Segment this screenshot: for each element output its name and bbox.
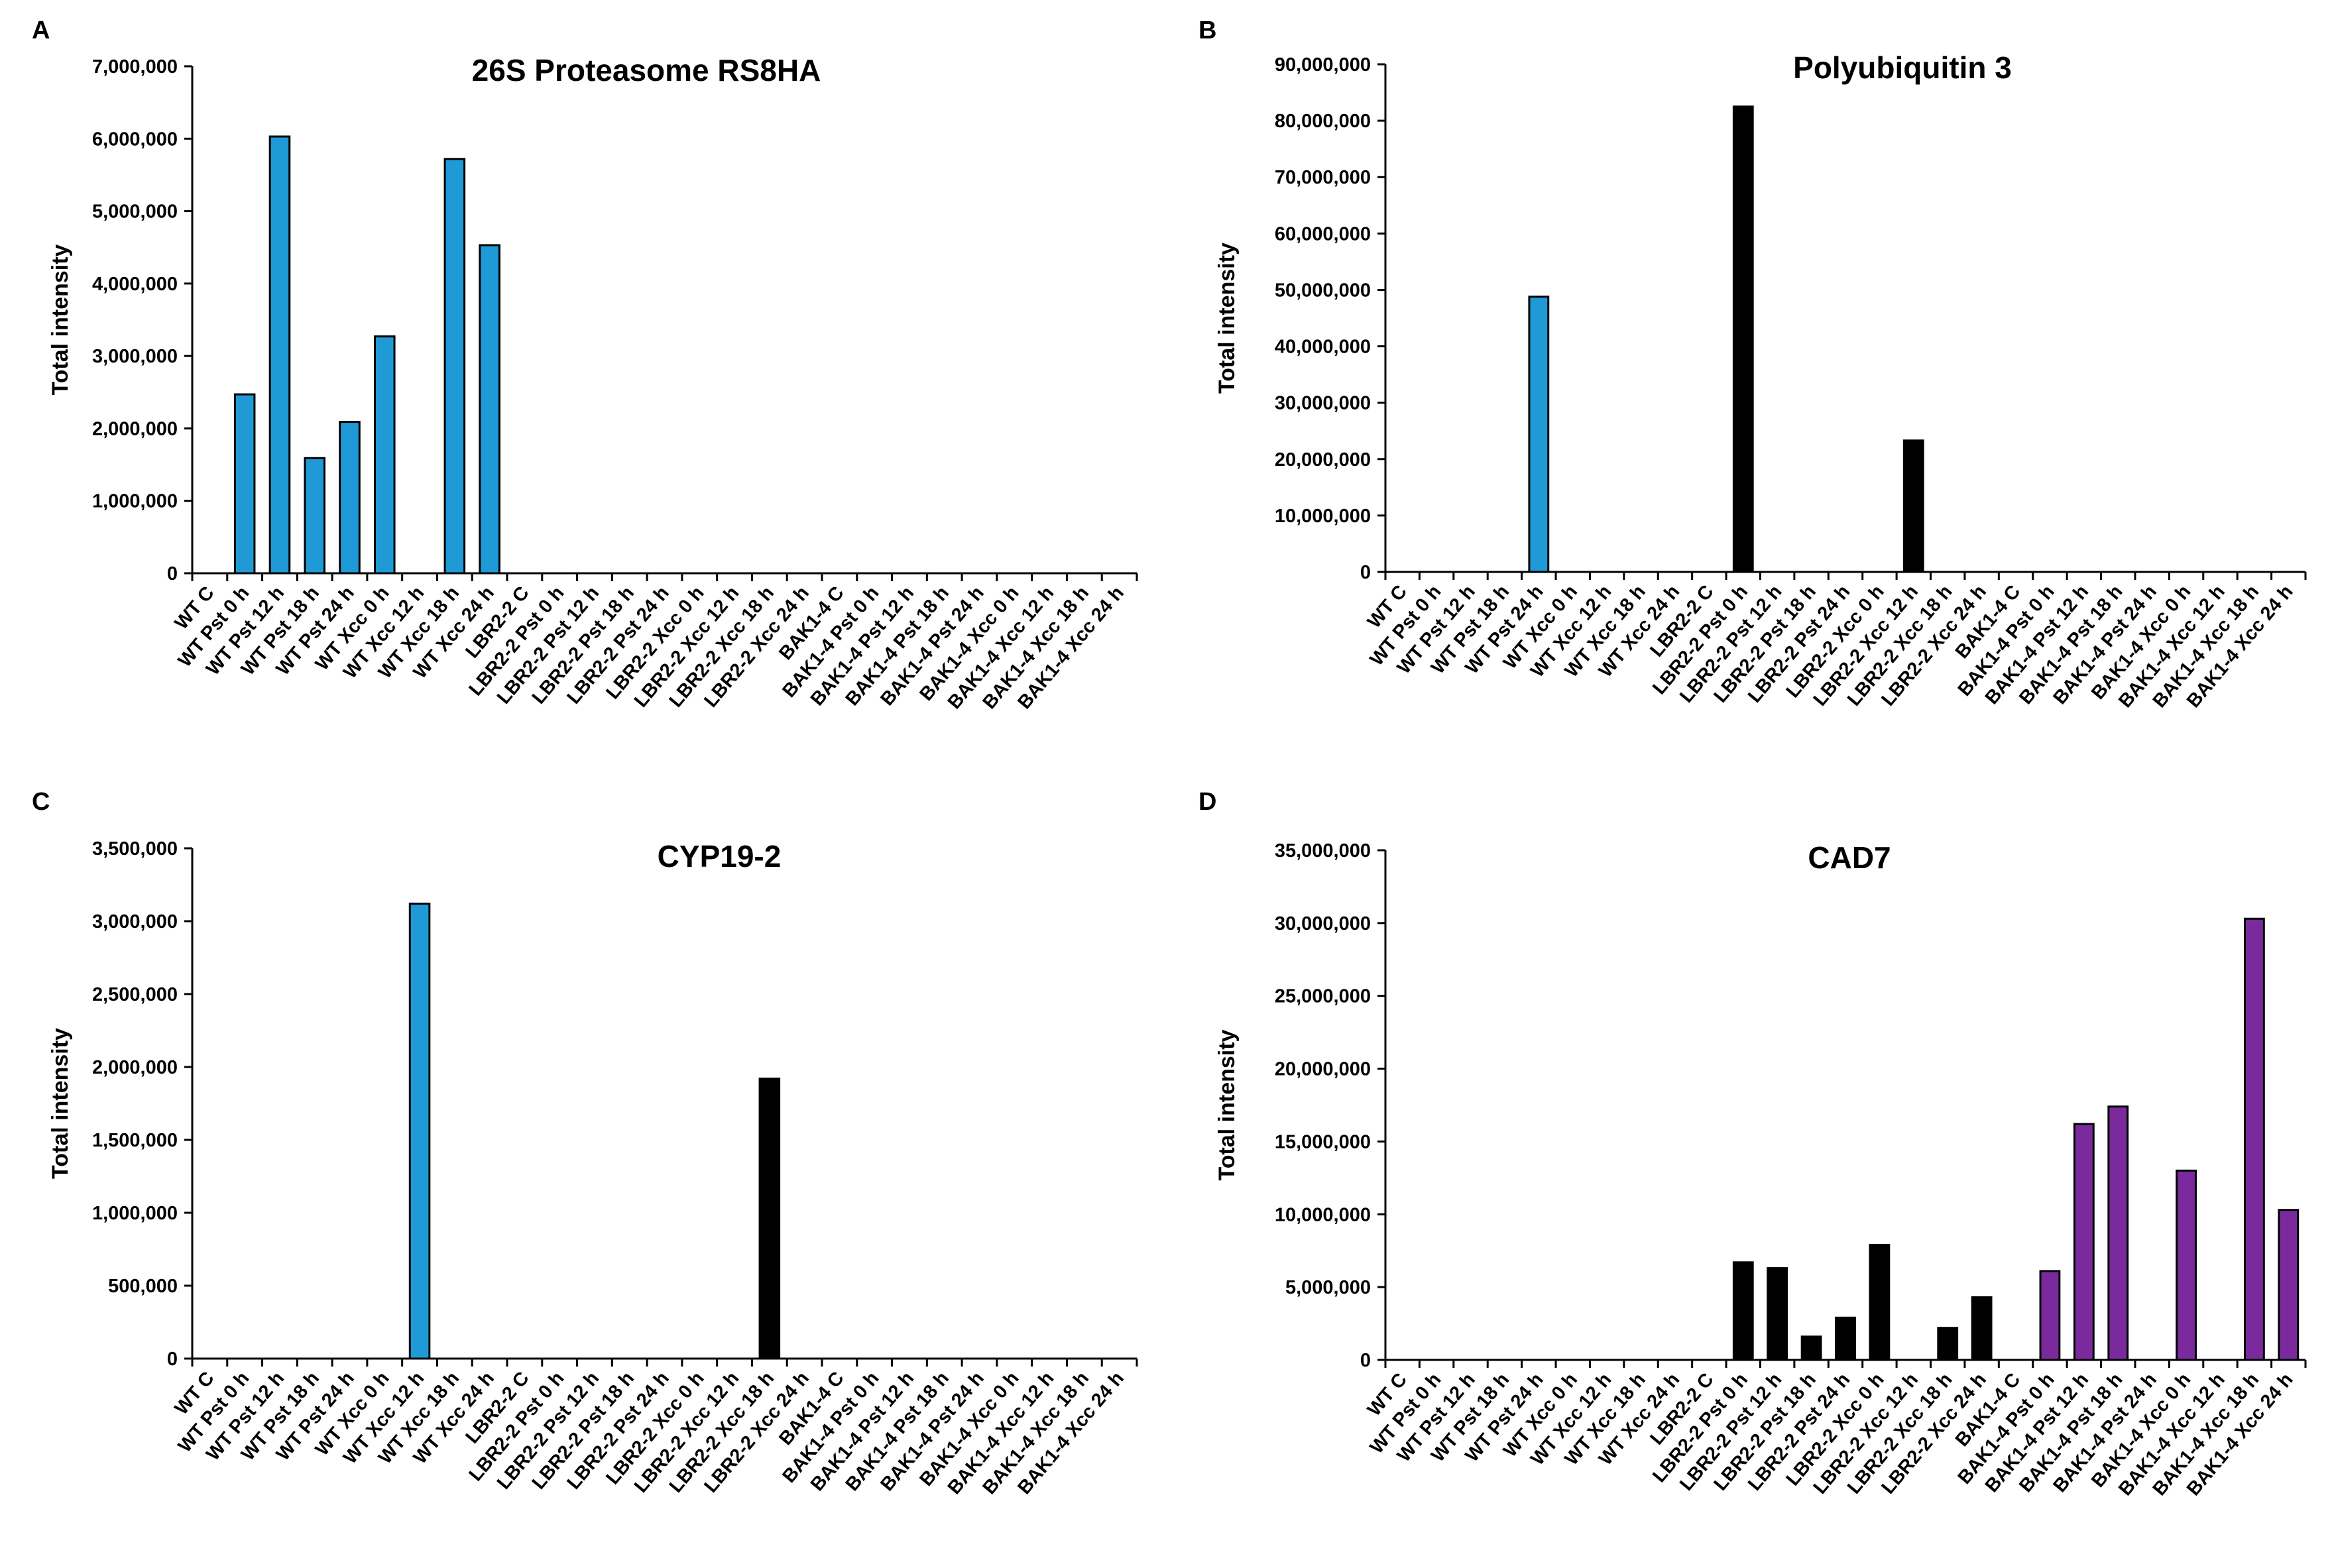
panel-d-bar	[1732, 1261, 1754, 1361]
panel-b-ytick-label: 40,000,000	[1275, 337, 1371, 358]
panel-d-bar	[1767, 1267, 1788, 1361]
panel-a-ytick-label: 5,000,000	[92, 201, 178, 223]
panel-c-title: CYP19-2	[658, 839, 782, 873]
panel-d-bar	[1937, 1327, 1959, 1361]
panel-b-ytick-label: 30,000,000	[1275, 393, 1371, 414]
panel-c-ytick-label: 500,000	[108, 1276, 178, 1297]
panel-d-bar	[2039, 1270, 2061, 1361]
panel-a-bar	[339, 421, 361, 575]
panel-c-ytick-label: 3,500,000	[92, 838, 178, 860]
panel-a-ytick-label: 1,000,000	[92, 491, 178, 512]
panel-a: A 26S Proteasome RS8HA 0 1,000,000 2,000,000…	[32, 17, 1138, 713]
panel-b-letter: B	[1198, 17, 1216, 44]
panel-d-ytick-label: 35,000,000	[1275, 840, 1371, 862]
panel-b-ytick-label: 20,000,000	[1275, 449, 1371, 471]
panel-d-ytick-label: 5,000,000	[1285, 1277, 1371, 1298]
panel-c-ytick-label: 2,500,000	[92, 984, 178, 1005]
panel-d-bar	[1971, 1296, 1993, 1361]
panel-a-bar	[233, 393, 256, 575]
panel-a-ytick-label: 0	[167, 563, 178, 585]
panel-d-bar	[2278, 1209, 2300, 1361]
panel-c-ytick-label: 2,000,000	[92, 1057, 178, 1078]
panel-d-ytick-label: 15,000,000	[1275, 1131, 1371, 1152]
panel-b-ytick-label: 10,000,000	[1275, 506, 1371, 527]
panel-a-ytick-label: 2,000,000	[92, 418, 178, 439]
panel-d-ytick-label: 10,000,000	[1275, 1204, 1371, 1225]
panel-c-ytick-label: 0	[167, 1349, 178, 1370]
panel-d-ytick-label: 20,000,000	[1275, 1059, 1371, 1080]
panel-a-title: 26S Proteasome RS8HA	[472, 53, 821, 87]
panel-b-bar	[1528, 296, 1550, 573]
panel-a-ytick-label: 3,000,000	[92, 346, 178, 367]
panel-d-bar	[1800, 1335, 1822, 1361]
panel-d-ytick-label: 0	[1360, 1350, 1371, 1371]
panel-b-bar	[1902, 439, 1924, 573]
panel-b-y-axis-label: Total intensity	[1214, 243, 1240, 394]
panel-d-bar	[1869, 1243, 1891, 1361]
panel-c: C CYP19-2 0 500,000 1,000,000 1,500,000 2,000,…	[32, 788, 1138, 1498]
panel-b-bar	[1732, 105, 1754, 573]
panel-d-title: CAD7	[1808, 840, 1891, 875]
panel-d-bar	[2176, 1169, 2197, 1361]
panel-d-ytick-label: 30,000,000	[1275, 913, 1371, 934]
panel-d-ytick-label: 25,000,000	[1275, 986, 1371, 1007]
panel-d-y-axis-label: Total intensity	[1214, 1029, 1240, 1180]
panel-d-bar	[2073, 1123, 2095, 1361]
panel-b-ytick-label: 0	[1360, 562, 1371, 583]
panel-b: B Polyubiquitin 3 0 10,000,000 20,000,000 30,…	[1198, 17, 2307, 712]
panel-a-bar	[374, 335, 396, 575]
panel-b-ytick-label: 60,000,000	[1275, 223, 1371, 245]
panel-b-ytick-label: 90,000,000	[1275, 54, 1371, 76]
panel-a-letter: A	[32, 17, 50, 44]
panel-a-bar	[443, 158, 466, 575]
panel-c-ytick-label: 1,000,000	[92, 1203, 178, 1224]
panel-d-bar	[1835, 1316, 1856, 1361]
panel-c-y-axis-label: Total intensity	[48, 1028, 73, 1179]
panel-a-y-axis-label: Total intensity	[48, 244, 73, 395]
panel-a-ytick-label: 7,000,000	[92, 56, 178, 78]
panel-c-letter: C	[32, 788, 50, 816]
panel-b-title: Polyubiquitin 3	[1793, 50, 2012, 85]
panel-c-ytick-label: 1,500,000	[92, 1130, 178, 1151]
panel-a-bar	[304, 457, 326, 575]
panel-c-ytick-label: 3,000,000	[92, 911, 178, 932]
panel-b-ytick-label: 80,000,000	[1275, 111, 1371, 132]
panel-a-bar	[479, 244, 500, 575]
panel-d-letter: D	[1198, 788, 1216, 816]
panel-a-ytick-label: 6,000,000	[92, 129, 178, 150]
panel-d-bar	[2107, 1105, 2129, 1361]
panel-b-ytick-label: 50,000,000	[1275, 280, 1371, 301]
panel-b-ytick-label: 70,000,000	[1275, 167, 1371, 188]
panel-d: D CAD7 0 5,000,000 10,000,000 15,000,000 20,00…	[1198, 788, 2307, 1500]
panel-a-bar	[268, 135, 291, 575]
panel-d-bar	[2243, 917, 2265, 1361]
panel-a-ytick-label: 4,000,000	[92, 274, 178, 295]
panel-c-bar	[758, 1078, 781, 1360]
panel-c-bar	[408, 903, 431, 1360]
